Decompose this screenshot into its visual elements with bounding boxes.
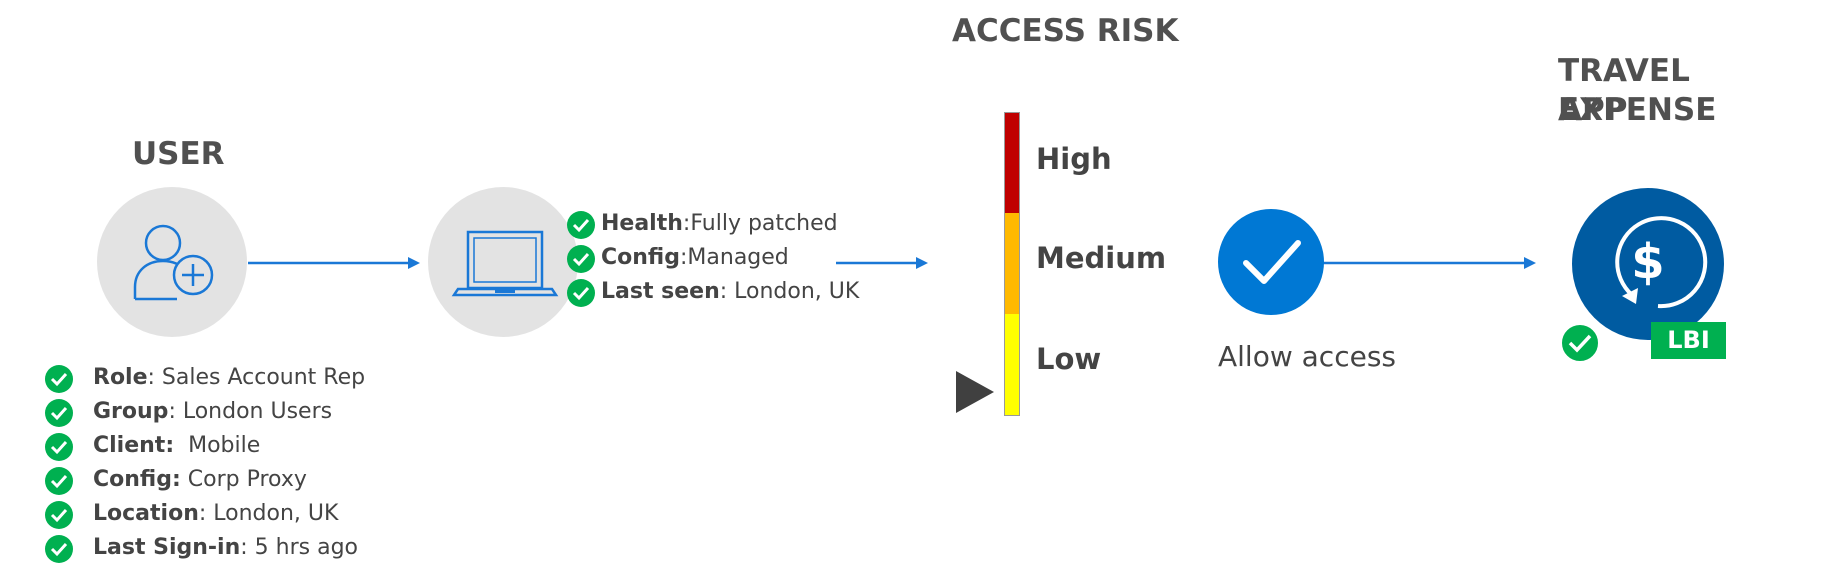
risk-medium-segment [1005, 213, 1019, 314]
lbi-badge: LBI [1651, 322, 1726, 359]
check-icon [567, 279, 595, 307]
device-health-value: Fully patched [690, 211, 838, 236]
check-icon [45, 467, 73, 495]
device-health: Health:Fully patched [601, 211, 838, 236]
allow-access-circle [1218, 209, 1324, 315]
user-circle [97, 187, 247, 337]
check-icon [45, 399, 73, 427]
attribute-label: Role [93, 365, 148, 390]
user-attribute: Group: London Users [93, 398, 332, 426]
check-icon [567, 211, 595, 239]
attribute-label: Client: [93, 433, 175, 458]
attribute-value: : London Users [168, 399, 333, 424]
user-attribute: Role: Sales Account Rep [93, 364, 365, 392]
risk-low-segment [1005, 314, 1019, 415]
user-attribute: Config: Corp Proxy [93, 466, 307, 494]
access-risk-heading: ACCESS RISK [952, 13, 1179, 49]
risk-high-segment [1005, 113, 1019, 213]
device-last-seen-value: London, UK [727, 279, 860, 304]
app-heading-line1: TRAVEL EXPENSE [1558, 53, 1717, 128]
user-attribute: Last Sign-in: 5 hrs ago [93, 534, 358, 562]
risk-level-medium: Medium [1036, 241, 1167, 275]
check-icon [1560, 323, 1600, 363]
app-circle: $ [1572, 188, 1724, 340]
attribute-value: : 5 hrs ago [240, 535, 359, 560]
device-last-seen: Last seen: London, UK [601, 279, 860, 304]
laptop-icon [451, 230, 559, 297]
app-heading-line2: APP [1558, 92, 1628, 128]
device-last-seen-label: Last seen [601, 279, 720, 304]
check-icon [45, 433, 73, 461]
risk-level-low: Low [1036, 342, 1102, 376]
checkmark-icon [1243, 240, 1301, 284]
allow-access-label: Allow access [1218, 340, 1396, 373]
attribute-label: Group [93, 399, 169, 424]
risk-scale-bar [1004, 112, 1020, 416]
user-add-icon [133, 224, 214, 301]
user-attribute: Location: London, UK [93, 500, 338, 528]
check-icon [45, 365, 73, 393]
attribute-value: Corp Proxy [180, 467, 307, 492]
check-icon [45, 501, 73, 529]
check-icon [45, 535, 73, 563]
user-attribute: Client: Mobile [93, 432, 260, 460]
attribute-value: : London, UK [198, 501, 339, 526]
user-heading: USER [132, 136, 225, 172]
attribute-label: Location [93, 501, 199, 526]
svg-text:$: $ [1631, 234, 1664, 290]
attribute-label: Config: [93, 467, 181, 492]
risk-level-high: High [1036, 142, 1112, 176]
check-icon [567, 245, 595, 273]
dollar-sync-icon: $ [1615, 216, 1708, 309]
attribute-value: : Sales Account Rep [147, 365, 366, 390]
risk-pointer-icon [956, 371, 994, 413]
device-health-label: Health [601, 211, 683, 236]
device-circle [428, 187, 578, 337]
device-config-label: Config [601, 245, 680, 270]
device-config-value: Managed [687, 245, 789, 270]
attribute-value: Mobile [174, 433, 261, 458]
device-config: Config:Managed [601, 245, 789, 270]
attribute-label: Last Sign-in [93, 535, 241, 560]
